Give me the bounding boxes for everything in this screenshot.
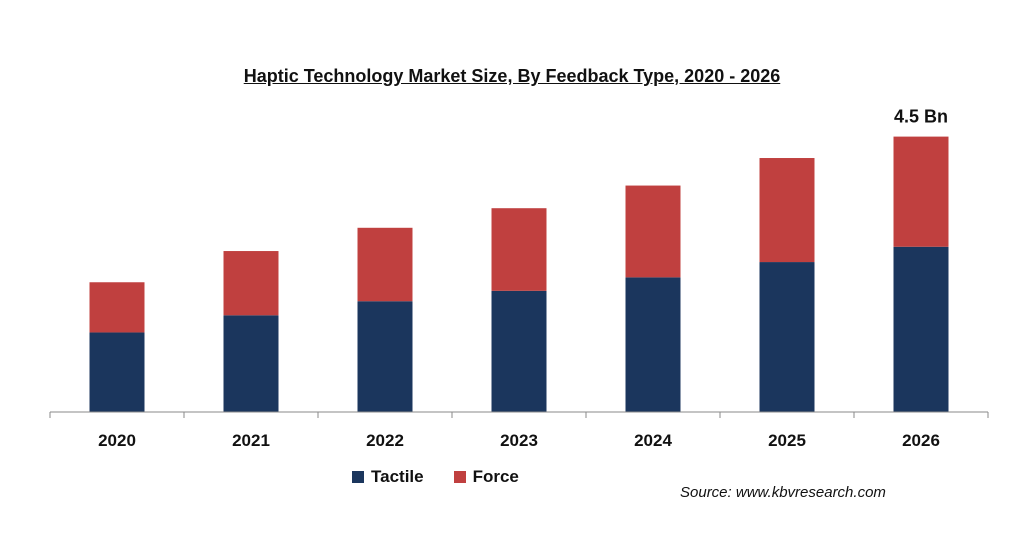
legend-label-tactile: Tactile bbox=[371, 467, 424, 486]
bar-tactile-2022 bbox=[357, 301, 413, 412]
bar-tactile-2020 bbox=[89, 332, 145, 412]
legend-label-force: Force bbox=[472, 467, 519, 486]
bar-force-2024 bbox=[625, 185, 681, 278]
bar-tactile-2024 bbox=[625, 277, 681, 412]
legend-item-force: Force bbox=[453, 467, 519, 487]
bar-tactile-2026 bbox=[893, 246, 949, 412]
x-tick-label: 2022 bbox=[366, 431, 404, 450]
source-note: Source: www.kbvresearch.com bbox=[680, 484, 886, 501]
data-label: 4.5 Bn bbox=[894, 107, 948, 127]
bar-force-2020 bbox=[89, 282, 145, 333]
x-tick-label: 2023 bbox=[500, 431, 538, 450]
bar-force-2025 bbox=[759, 158, 815, 263]
x-tick-label: 2026 bbox=[902, 431, 940, 450]
bar-tactile-2023 bbox=[491, 290, 547, 412]
bar-tactile-2025 bbox=[759, 262, 815, 412]
bar-tactile-2021 bbox=[223, 315, 279, 412]
bar-force-2021 bbox=[223, 251, 279, 316]
legend: Tactile Force bbox=[352, 467, 519, 487]
x-tick-label: 2025 bbox=[768, 431, 806, 450]
bar-force-2022 bbox=[357, 227, 413, 302]
x-tick-label: 2024 bbox=[634, 431, 672, 450]
chart-title: Haptic Technology Market Size, By Feedba… bbox=[243, 66, 781, 86]
legend-swatch-force bbox=[453, 471, 466, 483]
x-tick-label: 2021 bbox=[232, 431, 270, 450]
bar-force-2026 bbox=[893, 136, 949, 247]
bar-force-2023 bbox=[491, 208, 547, 291]
legend-swatch-tactile bbox=[352, 471, 364, 483]
legend-item-tactile: Tactile bbox=[352, 467, 424, 487]
x-tick-label: 2020 bbox=[98, 431, 136, 450]
